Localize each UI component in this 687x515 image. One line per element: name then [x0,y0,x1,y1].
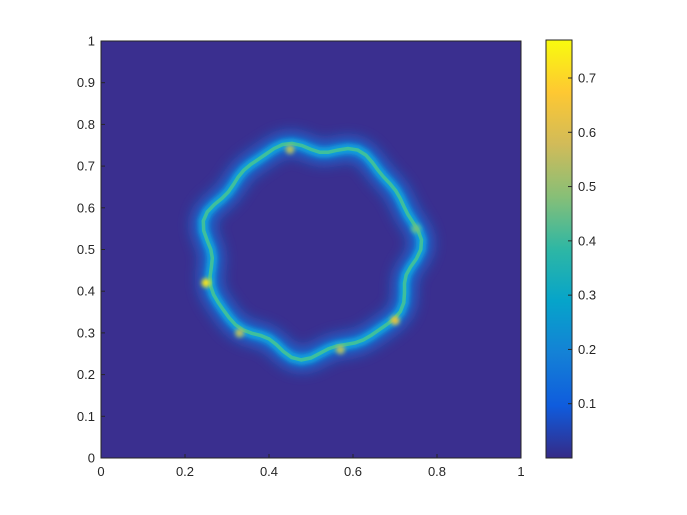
y-tick-label: 0.1 [77,409,95,424]
colorbar-tick-label: 0.6 [578,125,596,140]
x-axis: 0 0.2 0.4 0.6 0.8 1 [97,454,525,479]
y-tick-label: 0.9 [77,75,95,90]
y-tick-label: 0.8 [77,117,95,132]
x-tick-label: 1 [517,464,524,479]
ring-hotspot [235,328,245,338]
x-tick-label: 0 [97,464,104,479]
heatmap-ring [192,132,433,372]
heatmap-background [101,41,521,458]
colorbar-tick-label: 0.2 [578,342,596,357]
ring-core [201,141,424,362]
colorbar-tick-label: 0.1 [578,396,596,411]
colorbar-tick-label: 0.4 [578,233,596,248]
colorbar-box [545,39,573,459]
y-tick-label: 1 [88,34,95,49]
plot-area [100,40,522,459]
ring-hotspot [285,144,295,154]
y-tick-label: 0 [88,451,95,466]
x-tick-label: 0.4 [260,464,278,479]
colorbar-tick-label: 0.5 [578,179,596,194]
y-tick-label: 0.5 [77,242,95,257]
colorbar-tick-label: 0.3 [578,288,596,303]
x-tick-label: 0.8 [428,464,446,479]
y-tick-label: 0.7 [77,159,95,174]
colorbar-ticks: 0.1 0.2 0.3 0.4 0.5 0.6 0.7 [568,71,596,411]
ring-hotspot [335,345,345,355]
ring-hotspot [201,278,211,288]
y-axis: 0 0.1 0.2 0.3 0.4 0.5 0.6 0.7 0.8 0.9 1 [77,34,105,466]
x-tick-label: 0.2 [176,464,194,479]
x-tick-label: 0.6 [344,464,362,479]
y-tick-label: 0.2 [77,367,95,382]
colorbar: 0.1 0.2 0.3 0.4 0.5 0.6 0.7 [545,39,596,459]
ring-hotspot [390,315,400,325]
colorbar-gradient [546,40,572,458]
y-tick-label: 0.3 [77,325,95,340]
ring-hotspot [411,224,421,234]
colorbar-tick-label: 0.7 [578,71,596,86]
y-tick-label: 0.4 [77,284,95,299]
y-tick-label: 0.6 [77,200,95,215]
